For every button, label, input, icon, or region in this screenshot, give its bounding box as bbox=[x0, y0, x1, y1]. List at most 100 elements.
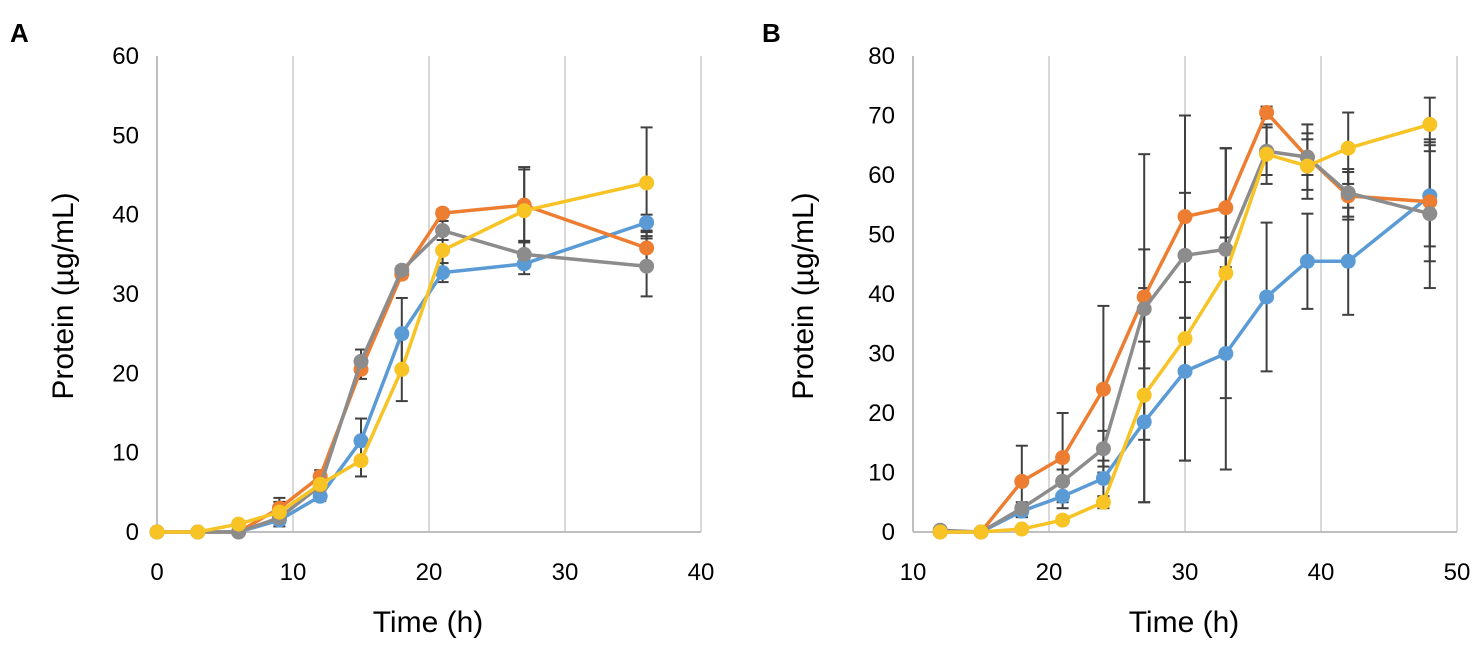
data-point bbox=[516, 246, 532, 262]
data-point bbox=[1422, 116, 1438, 132]
data-point bbox=[1340, 253, 1356, 269]
y-tick-label: 0 bbox=[882, 519, 895, 546]
data-point bbox=[231, 516, 247, 532]
data-point bbox=[149, 524, 165, 540]
data-point bbox=[312, 476, 328, 492]
data-point bbox=[190, 524, 206, 540]
data-point bbox=[1299, 158, 1315, 174]
data-point bbox=[1422, 206, 1438, 222]
data-point bbox=[1136, 289, 1152, 305]
data-point bbox=[271, 504, 287, 520]
data-point bbox=[1014, 473, 1030, 489]
panel-a: A 0 10 20 30 40 0 10 20 30 40 50 60 Time (h) Protei… bbox=[10, 18, 714, 639]
data-point bbox=[1095, 441, 1111, 457]
data-point bbox=[639, 240, 655, 256]
x-axis-title: Time (h) bbox=[1129, 606, 1240, 639]
data-point bbox=[1299, 253, 1315, 269]
data-point bbox=[1259, 146, 1275, 162]
data-point bbox=[435, 223, 451, 239]
x-axis-title: Time (h) bbox=[373, 606, 484, 639]
y-tick-label: 20 bbox=[112, 360, 139, 387]
x-tick-label: 10 bbox=[900, 559, 927, 586]
error-bars-yellow bbox=[273, 126, 653, 528]
data-point bbox=[1055, 488, 1071, 504]
data-point bbox=[932, 524, 948, 540]
y-tick-label: 0 bbox=[126, 519, 139, 546]
x-tick-label: 30 bbox=[552, 559, 579, 586]
data-point bbox=[1055, 450, 1071, 466]
panel-label: A bbox=[10, 18, 29, 48]
data-point bbox=[1136, 301, 1152, 317]
data-point bbox=[435, 205, 451, 221]
panel-label: B bbox=[762, 18, 781, 48]
error-bars-orange bbox=[273, 168, 653, 516]
data-point bbox=[394, 361, 410, 377]
data-point bbox=[1095, 470, 1111, 486]
y-tick-label: 40 bbox=[868, 281, 895, 308]
series-line-gray bbox=[157, 228, 647, 534]
gridlines bbox=[1048, 56, 1458, 532]
data-point bbox=[1177, 363, 1193, 379]
x-tick-label: 20 bbox=[1036, 559, 1063, 586]
x-tick-label: 40 bbox=[1308, 559, 1335, 586]
series-yellow bbox=[932, 116, 1438, 540]
axes bbox=[156, 56, 701, 533]
y-axis-title: Protein (µg/mL) bbox=[787, 192, 820, 399]
data-point bbox=[516, 203, 532, 219]
data-point bbox=[1218, 265, 1234, 281]
data-point bbox=[1218, 200, 1234, 216]
data-point bbox=[639, 258, 655, 274]
y-tick-label: 60 bbox=[112, 43, 139, 70]
y-tick-label: 30 bbox=[868, 341, 895, 368]
data-point bbox=[1259, 105, 1275, 121]
data-point bbox=[1340, 185, 1356, 201]
series-line-yellow bbox=[157, 181, 647, 534]
data-point bbox=[353, 453, 369, 469]
data-point bbox=[1055, 473, 1071, 489]
y-tick-label: 50 bbox=[868, 222, 895, 249]
data-point bbox=[1095, 381, 1111, 397]
data-point bbox=[353, 433, 369, 449]
data-point bbox=[639, 175, 655, 191]
data-point bbox=[1177, 209, 1193, 225]
data-point bbox=[353, 353, 369, 369]
y-tick-label: 50 bbox=[112, 122, 139, 149]
x-tick-label: 20 bbox=[416, 559, 443, 586]
data-point bbox=[394, 262, 410, 278]
data-point bbox=[1055, 512, 1071, 528]
data-point bbox=[1177, 331, 1193, 347]
data-point bbox=[1136, 387, 1152, 403]
y-tick-label: 30 bbox=[112, 281, 139, 308]
data-point bbox=[1136, 414, 1152, 430]
y-tick-label: 80 bbox=[868, 43, 895, 70]
x-tick-label: 10 bbox=[280, 559, 307, 586]
data-point bbox=[1014, 500, 1030, 516]
y-axis-title: Protein (µg/mL) bbox=[47, 192, 80, 399]
data-point bbox=[1340, 140, 1356, 156]
data-point bbox=[1014, 521, 1030, 537]
gridlines bbox=[292, 56, 702, 532]
data-point bbox=[394, 326, 410, 342]
y-tick-label: 10 bbox=[112, 440, 139, 467]
y-tick-label: 40 bbox=[112, 202, 139, 229]
x-tick-label: 50 bbox=[1444, 559, 1471, 586]
y-tick-label: 60 bbox=[868, 162, 895, 189]
tick-labels: 0 10 20 30 40 0 10 20 30 40 50 60 bbox=[112, 43, 714, 586]
x-tick-label: 0 bbox=[150, 559, 163, 586]
series-layer bbox=[149, 126, 655, 540]
series-layer bbox=[932, 96, 1438, 540]
data-point bbox=[1095, 494, 1111, 510]
data-point bbox=[435, 242, 451, 258]
y-tick-label: 20 bbox=[868, 400, 895, 427]
series-yellow bbox=[149, 175, 655, 540]
x-tick-label: 40 bbox=[688, 559, 715, 586]
x-tick-label: 30 bbox=[1172, 559, 1199, 586]
data-point bbox=[639, 215, 655, 231]
data-point bbox=[1218, 241, 1234, 257]
data-point bbox=[1422, 194, 1438, 210]
y-tick-label: 70 bbox=[868, 103, 895, 130]
data-point bbox=[1177, 247, 1193, 263]
